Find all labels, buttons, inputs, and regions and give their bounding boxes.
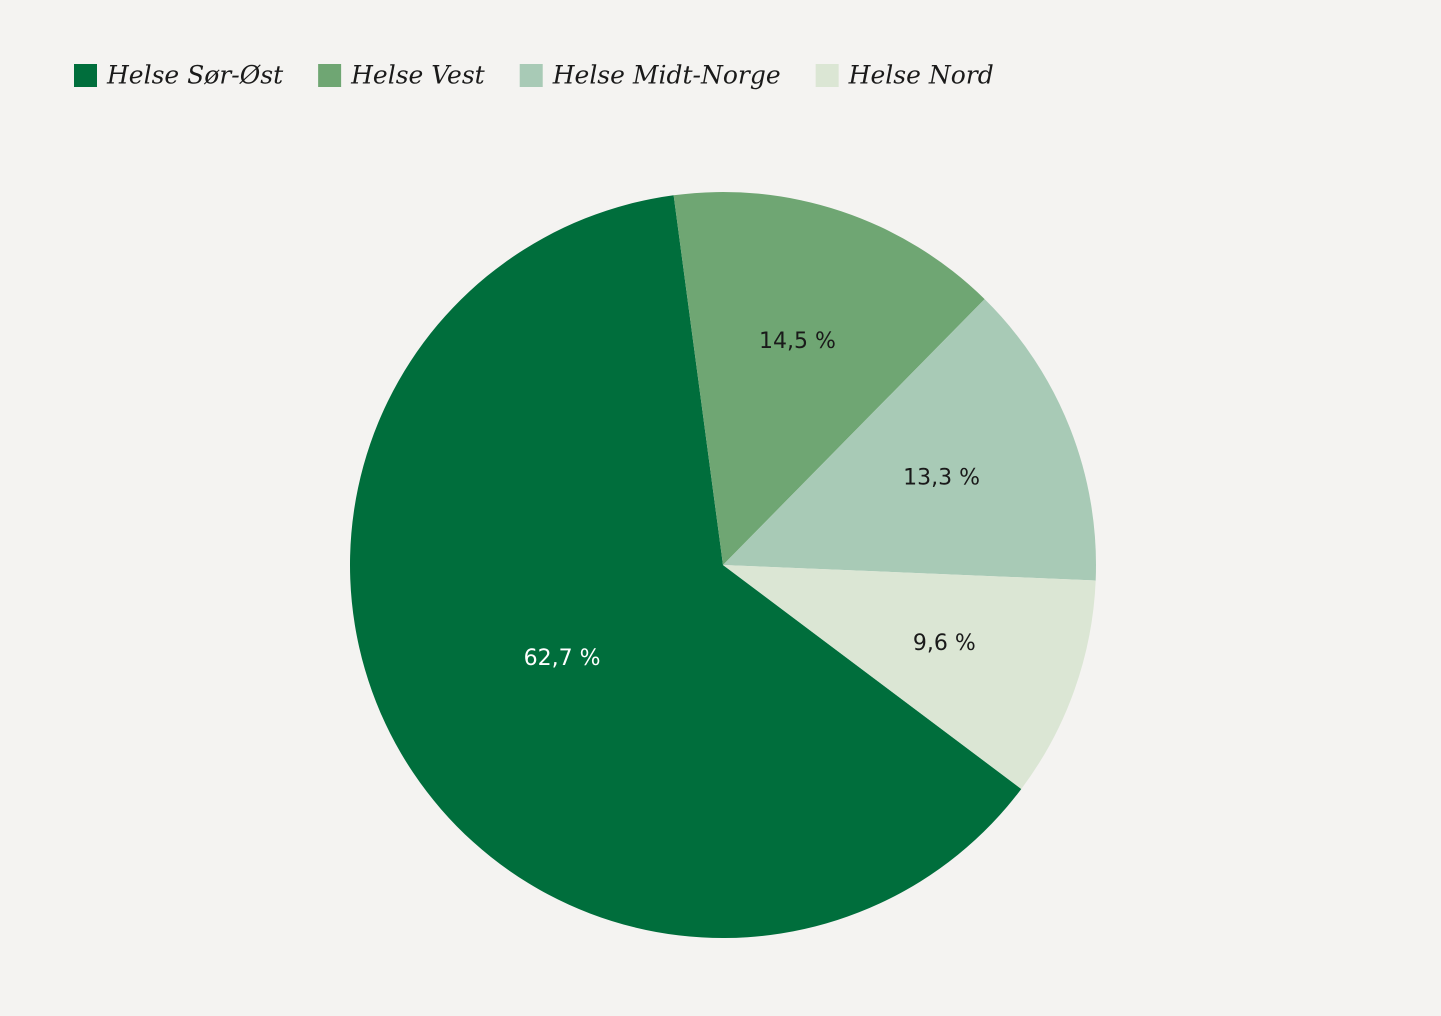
data-label: 62,7 % [524, 646, 601, 671]
legend-label: Helse Nord [848, 61, 994, 90]
data-label: 9,6 % [913, 631, 976, 656]
pie-slice [723, 565, 1096, 789]
legend-label: Helse Vest [350, 61, 486, 90]
legend-label: Helse Sør-Øst [106, 61, 284, 90]
data-label: 13,3 % [903, 466, 980, 491]
pie-slice [723, 299, 1096, 581]
data-label: 14,5 % [759, 329, 836, 354]
legend-swatch [815, 64, 839, 87]
pie-slice [673, 192, 985, 565]
pie: 62,7 % 14,5 % 13,3 % 9,6 % [350, 192, 1096, 938]
legend: Helse Sør-Øst Helse Vest Helse Midt-Norge H… [74, 61, 994, 90]
legend-swatch [74, 64, 97, 87]
legend-swatch [519, 64, 543, 87]
pie-slice [350, 195, 1022, 938]
legend-label: Helse Midt-Norge [552, 61, 781, 90]
legend-swatch [318, 64, 342, 87]
